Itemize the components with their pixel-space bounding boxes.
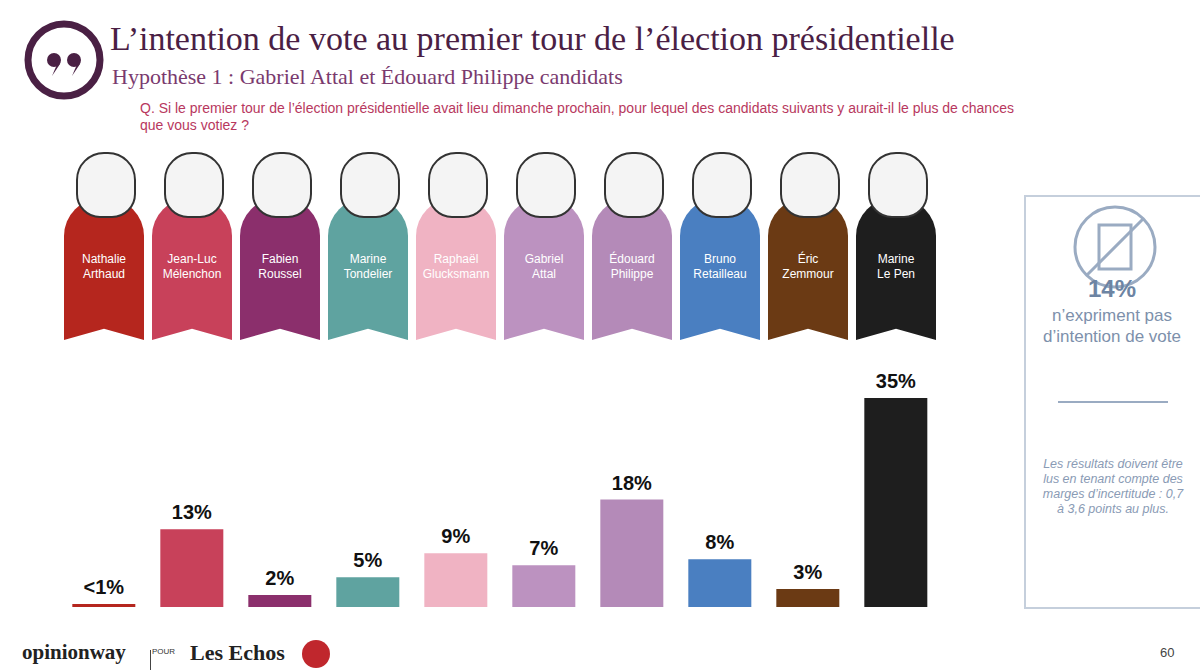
html-text:Bruno: Bruno (704, 252, 736, 266)
html-text:Glucksmann: Glucksmann (422, 267, 490, 281)
svg-text:7%: 7% (529, 537, 558, 559)
svg-text:13%: 13% (172, 501, 212, 523)
html-text:Raphaël: Raphaël (433, 252, 479, 266)
html-text:Philippe: Philippe (610, 267, 654, 281)
html-text:Le Pen: Le Pen (877, 267, 915, 281)
svg-text:18%: 18% (612, 472, 652, 494)
html-text:Jean-Luc: Jean-Luc (167, 252, 217, 266)
html-text:Les Echos: Les Echos (190, 640, 285, 665)
html-text:Q. Si le premier tour de l’éle: Q. Si le premier tour de l’élection prés… (140, 100, 1014, 133)
html-text:14%: 14% (1088, 275, 1136, 302)
html-text:Attal: Attal (532, 267, 556, 281)
html-text:Mélenchon: Mélenchon (162, 267, 222, 281)
html-text:Fabien: Fabien (261, 252, 299, 266)
html-text:Édouard: Édouard (609, 252, 655, 266)
html-text:Marine: Marine (349, 252, 387, 266)
svg-text:<1%: <1% (84, 576, 125, 598)
svg-text:8%: 8% (705, 531, 734, 553)
html-text:Les résultats doivent être lus: Les résultats doivent être lus en tenant… (1042, 457, 1184, 516)
html-text:POUR: POUR (152, 647, 176, 656)
svg-text:2%: 2% (265, 567, 294, 589)
html-text:Roussel: Roussel (258, 267, 302, 281)
html-text:Marine: Marine (877, 252, 915, 266)
html-text:L’intention de vote au premier: L’intention de vote au premier tour de l… (110, 20, 955, 57)
html-text:opinionway: opinionway (22, 640, 126, 664)
svg-text:35%: 35% (876, 370, 916, 392)
html-text:Gabriel: Gabriel (524, 252, 564, 266)
html-text:Éric: Éric (797, 252, 819, 266)
html-text:n’expriment pas d’intention de: n’expriment pas d’intention de vote (1043, 306, 1181, 346)
html-text:Hypothèse 1 : Gabriel Attal et: Hypothèse 1 : Gabriel Attal et Édouard P… (112, 64, 623, 89)
svg-text:3%: 3% (793, 561, 822, 583)
html-text:Tondelier: Tondelier (343, 267, 393, 281)
html-text:Retailleau: Retailleau (693, 267, 747, 281)
html-text:Zemmour: Zemmour (782, 267, 834, 281)
html-text:Arthaud: Arthaud (83, 267, 125, 281)
html-text:60: 60 (1160, 645, 1175, 660)
html-text:Nathalie: Nathalie (82, 252, 126, 266)
svg-text:5%: 5% (353, 549, 382, 571)
svg-text:9%: 9% (441, 525, 470, 547)
